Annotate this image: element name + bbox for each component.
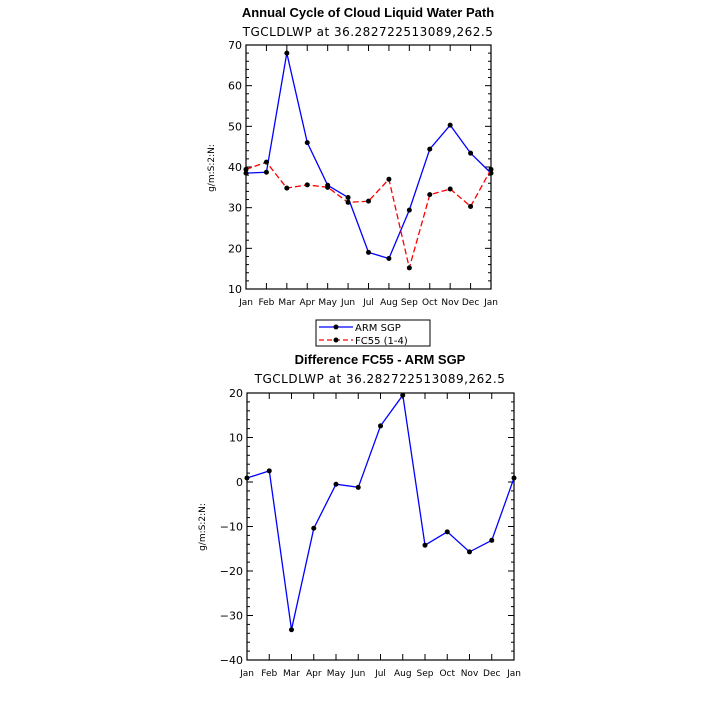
data-point — [427, 192, 433, 198]
x-tick-label: Feb — [258, 298, 274, 308]
x-tick-label: Dec — [483, 669, 500, 679]
y-tick-label: 50 — [228, 120, 242, 133]
data-point — [467, 549, 472, 555]
x-tick-label: Nov — [441, 298, 459, 308]
x-tick-label: Jul — [362, 298, 374, 308]
x-tick-label: Mar — [278, 298, 295, 308]
x-tick-label: Jan — [506, 669, 521, 679]
data-point — [386, 256, 392, 261]
x-tick-label: Aug — [380, 298, 398, 308]
x-tick-label: Jul — [374, 669, 386, 679]
data-point — [427, 146, 433, 152]
data-point — [378, 423, 383, 429]
y-tick-label: 30 — [228, 202, 242, 215]
y-tick-label: −10 — [220, 521, 243, 534]
x-tick-label: Aug — [394, 669, 412, 679]
data-point — [311, 525, 317, 531]
data-point — [366, 249, 371, 255]
x-tick-label: Sep — [417, 669, 434, 679]
y-tick-label: 70 — [228, 39, 242, 52]
data-point — [325, 184, 331, 190]
legend-marker-fc55 — [333, 337, 339, 343]
data-point — [266, 468, 272, 474]
x-tick-label: Jan — [483, 298, 498, 308]
y-tick-label: 60 — [228, 80, 242, 93]
y-tick-label: −30 — [220, 610, 243, 623]
y-tick-label: 10 — [229, 432, 243, 445]
data-point — [386, 176, 392, 182]
data-point — [284, 50, 290, 56]
difference-chart: Difference FC55 - ARM SGP TGCLDLWP at 36… — [198, 352, 521, 679]
data-point — [406, 207, 412, 213]
y-axis-label: g/m:S:2:N: — [207, 144, 217, 192]
data-point — [244, 475, 250, 481]
y-tick-label: 20 — [229, 387, 243, 400]
series-line-0 — [245, 52, 492, 260]
x-tick-label: Jan — [239, 669, 254, 679]
x-tick-label: May — [318, 298, 337, 308]
data-point — [355, 484, 361, 490]
x-tick-label: Dec — [462, 298, 479, 308]
x-tick-label: Mar — [283, 669, 300, 679]
data-point — [284, 185, 290, 191]
annual-cycle-chart: Annual Cycle of Cloud Liquid Water Path … — [207, 5, 498, 347]
y-tick-label: 20 — [228, 242, 242, 255]
legend-marker-arm-sgp — [333, 324, 339, 330]
data-point — [304, 182, 310, 188]
x-tick-label: Apr — [299, 298, 315, 308]
data-point — [243, 166, 249, 172]
x-tick-label: Jan — [238, 298, 253, 308]
legend-label-fc55: FC55 (1-4) — [355, 336, 408, 347]
legend-label-arm-sgp: ARM SGP — [355, 323, 401, 334]
x-tick-label: Jun — [340, 298, 355, 308]
y-tick-label: −20 — [220, 565, 243, 578]
data-point — [333, 481, 339, 487]
data-point — [406, 265, 412, 271]
x-tick-label: Oct — [439, 669, 455, 679]
x-tick-label: Nov — [461, 669, 479, 679]
chart-subtitle: TGCLDLWP at 36.282722513089,262.5 — [242, 25, 494, 39]
y-tick-label: 10 — [228, 283, 242, 296]
y-tick-label: 0 — [236, 476, 243, 489]
data-point — [422, 542, 428, 548]
chart-title: Difference FC55 - ARM SGP — [295, 352, 466, 367]
x-tick-label: Apr — [306, 669, 322, 679]
x-tick-label: May — [327, 669, 346, 679]
data-point — [468, 203, 474, 209]
chart-subtitle: TGCLDLWP at 36.282722513089,262.5 — [254, 372, 506, 386]
data-point — [304, 140, 310, 146]
data-point — [345, 195, 351, 200]
data-point — [468, 150, 474, 156]
legend: ARM SGP FC55 (1-4) — [315, 319, 431, 347]
data-point — [511, 475, 517, 481]
data-point — [489, 537, 495, 543]
data-point — [263, 169, 269, 175]
data-point — [400, 392, 406, 398]
y-axis-label: g/m:S:2:N: — [198, 503, 208, 551]
series-line-0 — [246, 393, 515, 630]
data-point — [345, 199, 351, 205]
data-point — [263, 159, 269, 165]
data-point — [488, 166, 494, 172]
data-point — [366, 198, 371, 204]
data-point — [444, 529, 450, 535]
data-point — [447, 122, 453, 128]
plot-frame — [246, 392, 515, 661]
y-tick-label: 40 — [228, 161, 242, 174]
x-tick-label: Feb — [261, 669, 277, 679]
data-point — [243, 170, 249, 176]
x-tick-label: Jun — [350, 669, 365, 679]
y-tick-label: −40 — [220, 654, 243, 667]
chart-title: Annual Cycle of Cloud Liquid Water Path — [242, 5, 494, 20]
data-point — [447, 186, 453, 192]
x-tick-label: Sep — [401, 298, 418, 308]
data-point — [289, 627, 294, 633]
x-tick-label: Oct — [422, 298, 438, 308]
